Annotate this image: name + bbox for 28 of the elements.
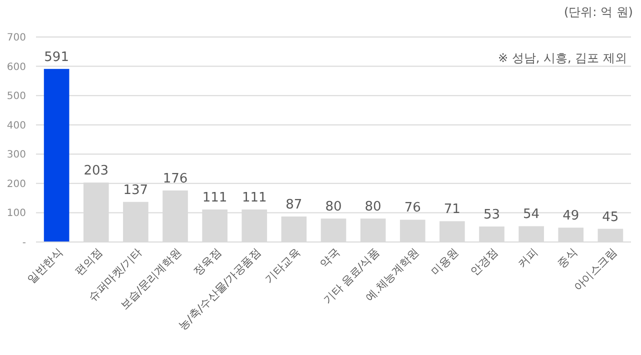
data-label: 53	[483, 207, 500, 222]
y-tick-label: 600	[6, 62, 26, 73]
text: (단위: 억 원)	[564, 5, 633, 19]
data-label: 111	[202, 190, 228, 206]
bar	[44, 68, 70, 242]
data-label: 45	[602, 210, 619, 225]
data-label: 54	[523, 207, 540, 222]
data-label: 203	[84, 164, 109, 179]
x-tick-label: 약국	[318, 246, 342, 270]
y-tick-label: 400	[6, 120, 26, 132]
y-tick-label: 700	[6, 32, 26, 44]
data-label: 111	[242, 190, 267, 206]
x-tick-label: 커피	[515, 246, 540, 270]
y-tick-label: 300	[6, 150, 26, 161]
annotation: ※ 성남, 시흥, 김포 제외	[498, 51, 627, 65]
y-tick-label: 500	[6, 91, 26, 102]
data-label: 80	[325, 200, 342, 215]
data-label: 49	[562, 208, 580, 224]
data-label: 76	[404, 200, 421, 216]
y-tick-label: -	[22, 238, 26, 248]
data-label: 80	[364, 200, 382, 215]
data-label: 591	[44, 50, 69, 65]
y-tick-label: 200	[6, 178, 26, 190]
data-label: 137	[123, 182, 148, 198]
data-label: 176	[162, 171, 188, 186]
data-label: 87	[286, 198, 302, 213]
data-label: 71	[444, 202, 460, 218]
y-tick-label: 100	[6, 208, 26, 220]
